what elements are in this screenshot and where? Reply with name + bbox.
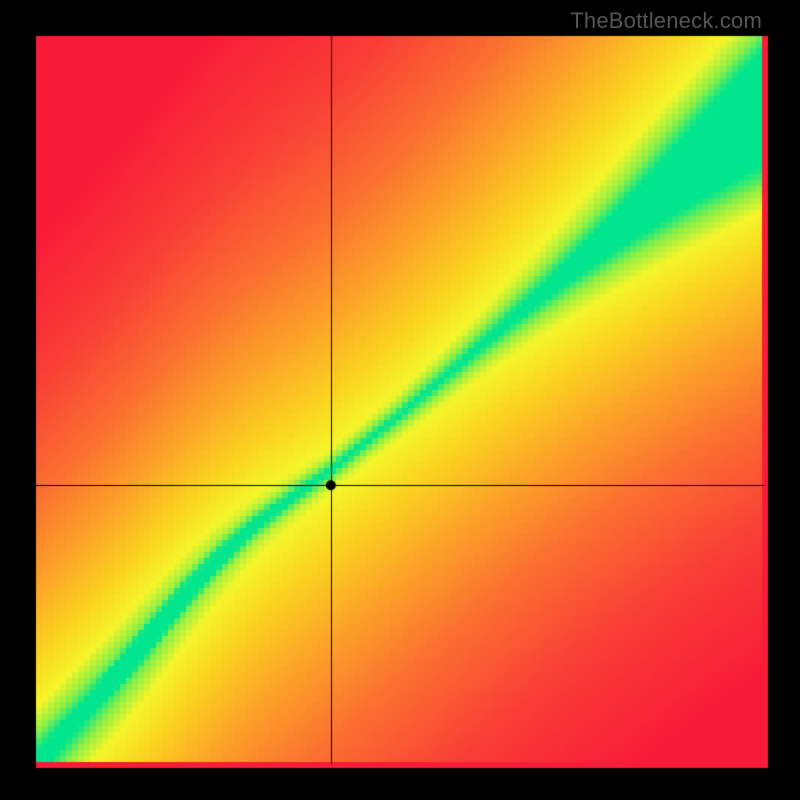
chart-container: TheBottleneck.com (0, 0, 800, 800)
watermark-text: TheBottleneck.com (570, 8, 762, 34)
bottleneck-heatmap (0, 0, 800, 800)
